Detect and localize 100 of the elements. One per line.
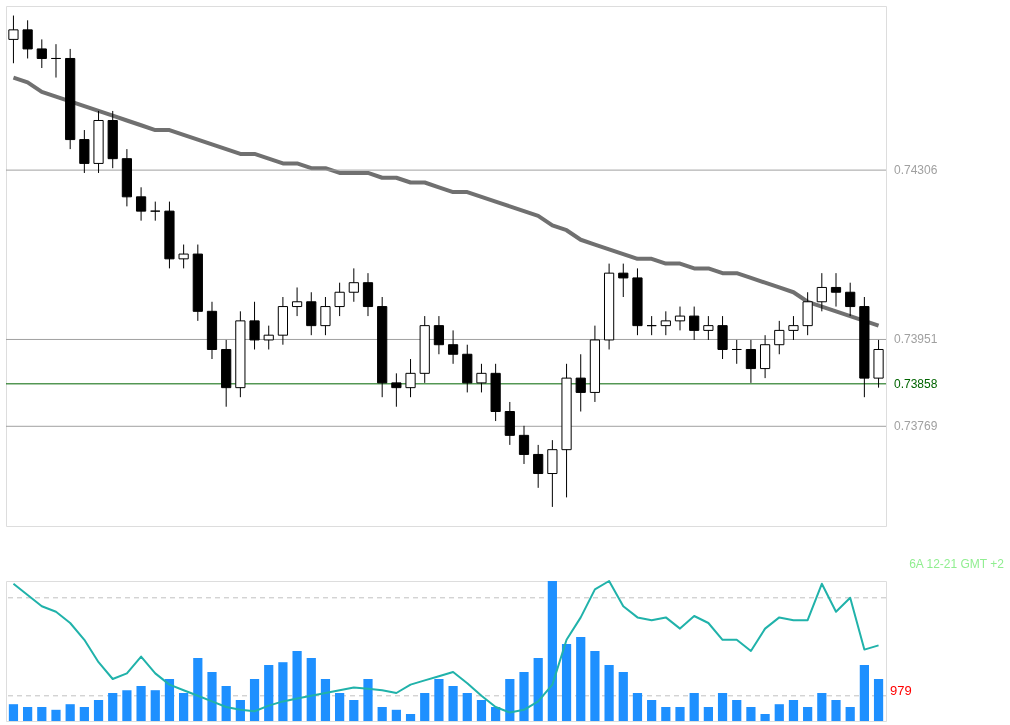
text: 6A 12-21 GMT +2 [909,557,1005,571]
bar [292,651,302,721]
bar [703,707,713,721]
bar [349,700,359,721]
bar [675,707,685,721]
candlestick [689,306,700,341]
bar [788,700,799,721]
bar [817,693,827,721]
bar [108,693,118,721]
candlestick [802,291,813,336]
candlestick [306,291,317,336]
candlestick [8,15,19,64]
candlestick [518,425,530,465]
bar [547,581,557,721]
bar [476,700,487,721]
candlestick [291,286,303,317]
bar [278,662,288,721]
candlestick [660,310,671,336]
bar [505,679,515,721]
bar [405,714,416,721]
bar [79,707,89,721]
candlestick [447,329,459,365]
bar [873,679,884,721]
bar [136,686,146,721]
bar [717,693,728,721]
bar [774,704,784,721]
bar [51,709,61,721]
candlestick [135,186,147,222]
bar [306,658,316,721]
bar [831,700,841,721]
bar [193,658,203,721]
ref-line-label: 0.73858 [894,376,938,391]
bar [122,690,132,721]
ref-line-label: 0.73951 [894,332,938,347]
candlestick [178,244,189,269]
candlestick [334,282,345,317]
candlestick [36,38,47,69]
bar [859,665,869,721]
bar [249,679,260,721]
bar [207,672,217,721]
candlestick [150,201,161,222]
bar [561,644,572,721]
candlestick [845,282,856,317]
bar [93,700,104,721]
bar [264,665,274,721]
ref-line-label: 0.74306 [894,163,938,178]
candlestick [362,272,374,317]
candlestick [816,272,827,312]
candlestick [348,267,359,303]
candlestick [79,129,90,174]
bar [647,700,657,721]
bar [23,707,33,721]
bar [221,686,231,721]
candlestick [533,444,544,489]
bar [150,690,160,721]
candlestick [830,272,842,308]
bar [8,704,19,721]
candlestick [391,372,402,408]
bar [632,693,643,721]
bar [746,707,756,721]
candlestick [646,315,657,336]
ref-line-label: 0.73769 [894,419,938,434]
candlestick [476,363,487,393]
bar [448,686,458,721]
candlestick [774,320,785,355]
candlestick [504,401,515,446]
bar [363,679,373,721]
candlestick [759,334,771,379]
candlestick [433,315,445,355]
bar [377,707,387,721]
bar [519,672,529,721]
candlestick [731,339,742,365]
candlestick [263,325,274,350]
bar [732,700,742,721]
candlestick [320,296,331,336]
bar [590,651,600,721]
candlestick [788,315,799,341]
candlestick [745,339,757,384]
bar [37,707,47,721]
candlestick [50,43,62,79]
bar [533,658,543,721]
text: 979 [890,683,912,698]
candlestick [703,315,714,341]
candlestick [405,358,416,398]
bar [576,637,586,721]
candlestick [249,301,260,350]
candlestick [618,263,629,298]
candlestick [547,439,558,508]
bar [335,693,345,721]
candlestick [22,19,33,59]
bar [604,665,614,721]
bar [760,714,770,721]
bar [391,709,401,721]
bar [689,693,699,721]
bar [491,707,501,721]
bar [661,707,671,721]
bar [164,679,175,721]
bar [320,679,331,721]
bar [420,693,430,721]
candlestick [674,306,686,331]
